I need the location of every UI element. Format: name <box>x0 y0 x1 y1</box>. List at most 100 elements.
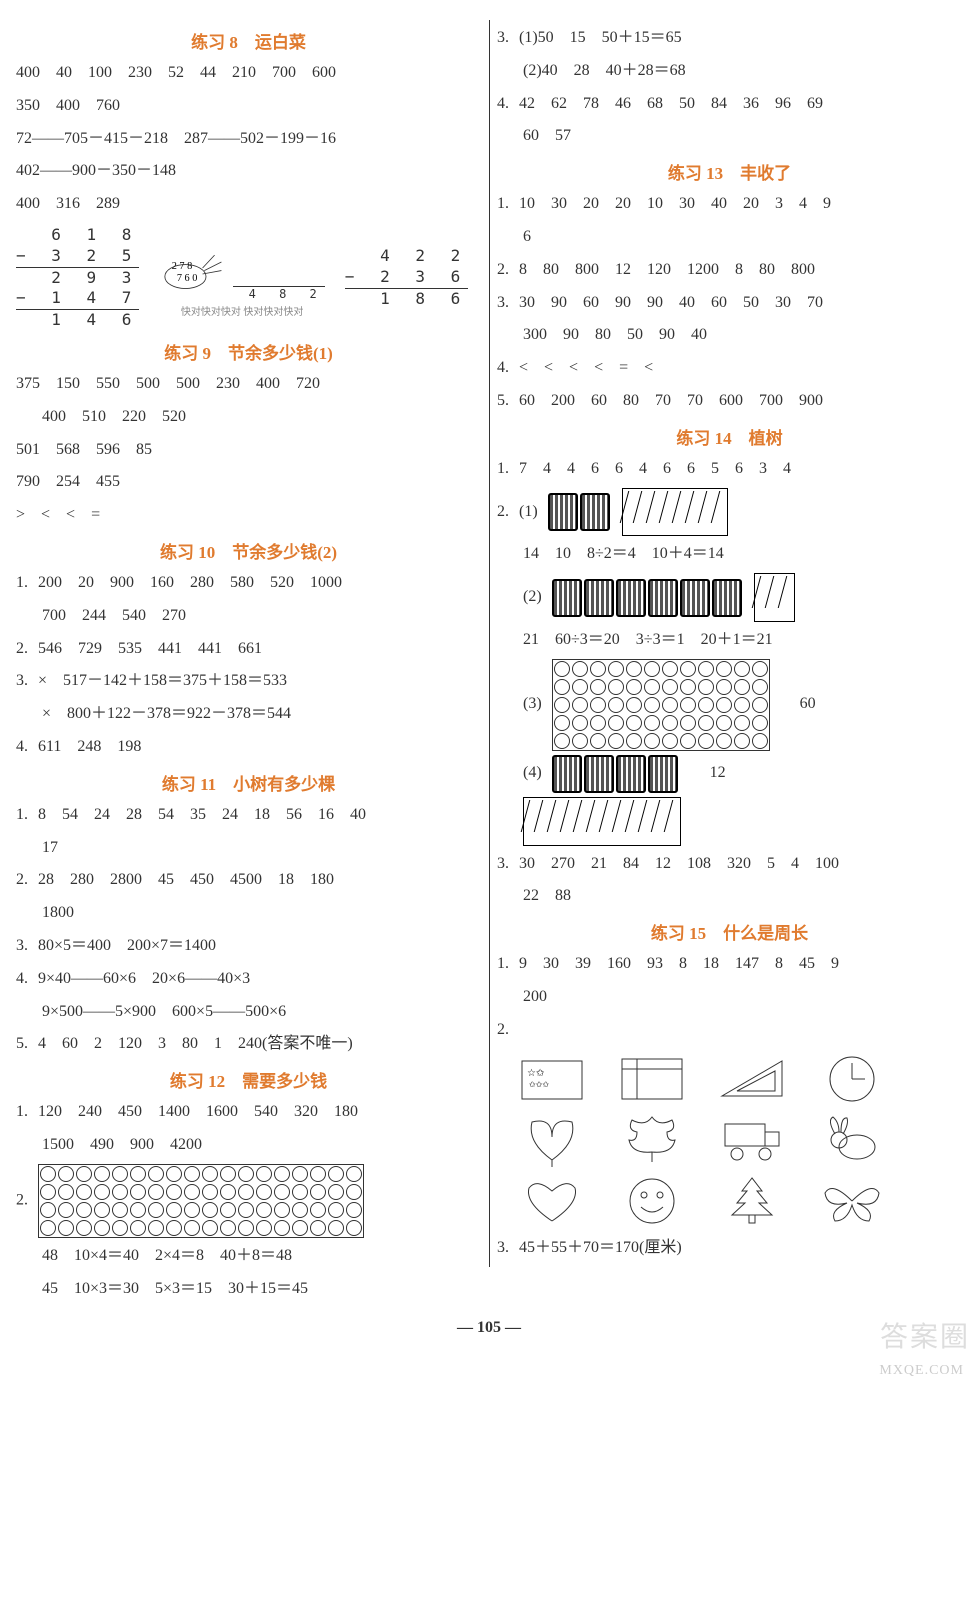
s14-p3-label: (3) <box>497 695 542 712</box>
s12-r5: 45 10×3＝30 5×3＝15 30＋15＝45 <box>16 1275 481 1304</box>
section-title-14: 练习 14 植树 <box>497 424 962 449</box>
s13-r3: 2. 8 80 800 12 120 1200 8 80 800 <box>497 256 962 285</box>
s12-r3: 2. <box>16 1164 481 1238</box>
s14-p2-label: (2) <box>497 588 542 605</box>
s11-r4: 1800 <box>16 899 481 928</box>
s15-r1: 1. 9 30 39 160 93 8 18 147 8 45 9 <box>497 950 962 979</box>
s8-r4: 402——900－350－148 <box>16 157 481 186</box>
bundle-icon <box>552 579 582 617</box>
s14-r4: 22 88 <box>497 882 962 911</box>
maple-leaf-icon <box>617 1112 687 1167</box>
s12-r1: 1. 120 240 450 1400 1600 540 320 180 <box>16 1098 481 1127</box>
bundle-icon <box>648 579 678 617</box>
shapes-row-2 <box>517 1112 962 1167</box>
s11-r5: 3. 80×5＝400 200×7＝1400 <box>16 932 481 961</box>
section-title-15: 练习 15 什么是周长 <box>497 919 962 944</box>
s14-p4: (4) 12 <box>497 755 962 793</box>
s11-r6: 4. 9×40——60×6 20×6——40×3 <box>16 965 481 994</box>
section-title-13: 练习 13 丰收了 <box>497 159 962 184</box>
s11-r8: 5. 4 60 2 120 3 80 1 240(答案不唯一) <box>16 1030 481 1059</box>
s9-r4: 790 254 455 <box>16 468 481 497</box>
section-title-10: 练习 10 节余多少钱(2) <box>16 538 481 563</box>
flag-icon: ☆✩✩✩✩ <box>517 1051 587 1106</box>
rt-r4: 60 57 <box>497 122 962 151</box>
bundle-icon <box>548 493 578 531</box>
svg-text:7 6 0: 7 6 0 <box>177 273 198 284</box>
truck-icon <box>717 1112 787 1167</box>
smiley-icon <box>617 1173 687 1228</box>
s14-p1: 2. (1) <box>497 488 962 537</box>
section-title-11: 练习 11 小树有多少棵 <box>16 770 481 795</box>
vertical-subtraction-group: 6 1 8 − 3 2 5 2 9 3 − 1 4 7 1 4 6 7 6 0 … <box>16 225 481 331</box>
s9-r5: > < < = <box>16 501 481 530</box>
shapes-row-3 <box>517 1173 962 1228</box>
s14-p3: (3) 60 <box>497 659 962 751</box>
s14-p4-label: (4) <box>497 764 542 781</box>
s9-r2: 400 510 220 520 <box>16 403 481 432</box>
s10-r6: 4. 611 248 198 <box>16 733 481 762</box>
rt-r1: 3. (1)50 15 50＋15＝65 <box>497 24 962 53</box>
shapes-row-1: ☆✩✩✩✩ <box>517 1051 962 1106</box>
bundle-icon <box>712 579 742 617</box>
s8-r1: 400 40 100 230 52 44 210 700 600 <box>16 59 481 88</box>
circles-grid-12 <box>38 1164 364 1238</box>
s11-r7: 9×500——5×900 600×5——500×6 <box>16 998 481 1027</box>
s12-r2: 1500 490 900 4200 <box>16 1131 481 1160</box>
s13-r7: 5. 60 200 60 80 70 70 600 700 900 <box>497 387 962 416</box>
s11-r1: 1. 8 54 24 28 54 35 24 18 56 16 40 <box>16 801 481 830</box>
bundle-icon <box>580 493 610 531</box>
sticks-icon <box>523 797 681 846</box>
carrot-note: 快对快对快对 快对快对快对 <box>159 303 324 318</box>
s10-r4: 3. × 517－142＋158＝375＋158＝533 <box>16 667 481 696</box>
s12-q2-label: 2. <box>16 1191 28 1208</box>
s10-r2: 700 244 540 270 <box>16 602 481 631</box>
bundle-icon <box>584 579 614 617</box>
s14-p1-calc: 14 10 8÷2＝4 10＋4＝14 <box>497 540 962 569</box>
long-sub-3: 4 2 2 − 2 3 6 1 8 6 <box>345 246 468 309</box>
window-icon <box>617 1051 687 1106</box>
sticks-icon <box>622 488 728 537</box>
s13-r4: 3. 30 90 60 90 90 40 60 50 30 70 <box>497 289 962 318</box>
rt-r2: (2)40 28 40＋28＝68 <box>497 57 962 86</box>
column-divider <box>489 20 490 1267</box>
watermark: 答案圈 <box>880 1315 970 1355</box>
sticks-icon <box>754 573 795 622</box>
bundle-icon <box>584 755 614 793</box>
s15-r2: 200 <box>497 983 962 1012</box>
svg-text:☆✩: ☆✩ <box>527 1068 545 1079</box>
s11-r2: 17 <box>16 834 481 863</box>
s8-r2: 350 400 760 <box>16 92 481 121</box>
circles-grid-14-3 <box>552 659 770 751</box>
s14-p1-label: 2. (1) <box>497 503 538 520</box>
s13-r1: 1. 10 30 20 20 10 30 40 20 3 4 9 <box>497 190 962 219</box>
triangle-ruler-icon <box>717 1051 787 1106</box>
butterfly-icon <box>817 1173 887 1228</box>
svg-text:2 7 8: 2 7 8 <box>172 261 193 272</box>
s10-r5: × 800＋122－378＝922－378＝544 <box>16 700 481 729</box>
clock-icon <box>817 1051 887 1106</box>
s13-r6: 4. < < < < = < <box>497 354 962 383</box>
svg-text:✩✩✩: ✩✩✩ <box>529 1080 549 1089</box>
s14-r3: 3. 30 270 21 84 12 108 320 5 4 100 <box>497 850 962 879</box>
carrot-block: 7 6 0 2 7 8 4 8 2 快对快对快对 快对快对快对 <box>159 238 324 318</box>
bundle-icon <box>552 755 582 793</box>
s10-r3: 2. 546 729 535 441 441 661 <box>16 635 481 664</box>
bundle-icon <box>616 579 646 617</box>
s12-r4: 48 10×4＝40 2×4＝8 40＋8＝48 <box>16 1242 481 1271</box>
bundle-icon <box>648 755 678 793</box>
s14-p3-side: 60 <box>800 695 816 712</box>
ginkgo-leaf-icon <box>517 1112 587 1167</box>
bundle-icon <box>680 579 710 617</box>
s14-p2-calc: 21 60÷3＝20 3÷3＝1 20＋1＝21 <box>497 626 962 655</box>
section-title-8: 练习 8 运白菜 <box>16 28 481 53</box>
rabbit-icon <box>817 1112 887 1167</box>
s15-r4: 3. 45＋55＋70＝170(厘米) <box>497 1234 962 1263</box>
s8-r3: 72——705－415－218 287——502－199－16 <box>16 125 481 154</box>
tree-icon <box>717 1173 787 1228</box>
s14-p2: (2) <box>497 573 962 622</box>
s8-r5: 400 316 289 <box>16 190 481 219</box>
s10-r1: 1. 200 20 900 160 280 580 520 1000 <box>16 569 481 598</box>
bundle-icon <box>616 755 646 793</box>
s13-r2: 6 <box>497 223 962 252</box>
s14-p4-side: 12 <box>710 764 726 781</box>
